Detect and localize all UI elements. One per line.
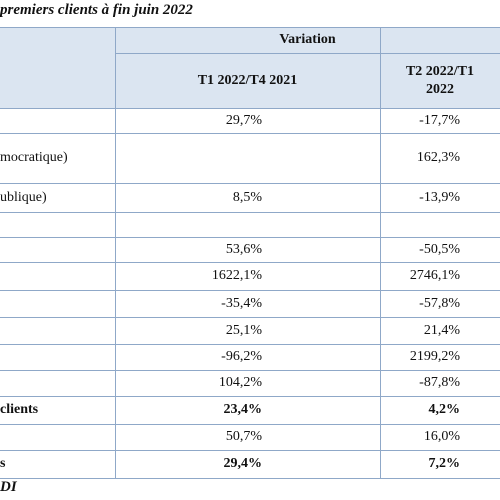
cell-value: 21,4% [423, 322, 460, 338]
rule [115, 27, 116, 478]
cell-value: 2746,1% [409, 268, 460, 283]
cell-value: 50,7% [225, 429, 262, 444]
rule [0, 370, 500, 371]
row-label: ublique) [0, 189, 47, 205]
cell-value: -13,9% [419, 189, 460, 205]
cell-value: 29,7% [225, 112, 262, 128]
rule [0, 183, 500, 184]
rule [115, 53, 500, 54]
cell-value: -87,8% [419, 375, 460, 390]
rule [0, 212, 500, 213]
rule [380, 27, 381, 478]
cell-value: 16,0% [423, 429, 460, 444]
cell-value: 8,5% [232, 189, 262, 205]
cell-value: -35,4% [221, 295, 262, 311]
cell-value: 7,2% [428, 456, 461, 471]
cell-value: 162,3% [416, 150, 460, 165]
cell-value: 2199,2% [409, 349, 460, 364]
column-header: T2 2022/T1 2022 [405, 63, 475, 97]
rule [0, 133, 500, 134]
row-label: clients [0, 402, 39, 417]
cell-value: 29,4% [223, 456, 263, 471]
table-title: premiers clients à fin juin 2022 [0, 2, 193, 18]
cell-value: 25,1% [225, 322, 262, 338]
rule [0, 262, 500, 263]
rule [0, 424, 500, 425]
header-background [0, 27, 500, 108]
rule [0, 344, 500, 345]
group-header: Variation [279, 32, 336, 47]
rule [0, 237, 500, 238]
cell-value: -50,5% [419, 241, 460, 257]
rule [0, 396, 500, 397]
cell-value: -96,2% [221, 349, 262, 364]
cell-value: 104,2% [218, 375, 262, 390]
rule [0, 450, 500, 451]
footer: DI [0, 479, 17, 495]
cell-value: 1622,1% [211, 268, 262, 283]
row-label: mocratique) [0, 150, 68, 165]
rule [0, 478, 500, 479]
rule [0, 317, 500, 318]
rule [0, 108, 500, 109]
rule [0, 290, 500, 291]
column-header: T1 2022/T4 2021 [197, 72, 298, 88]
cell-value: 23,4% [223, 402, 263, 417]
rule [0, 27, 500, 28]
cell-value: -17,7% [419, 112, 460, 128]
cell-value: 53,6% [225, 241, 262, 257]
cell-value: 4,2% [428, 402, 461, 417]
cell-value: -57,8% [419, 295, 460, 311]
row-label: s [0, 456, 6, 471]
